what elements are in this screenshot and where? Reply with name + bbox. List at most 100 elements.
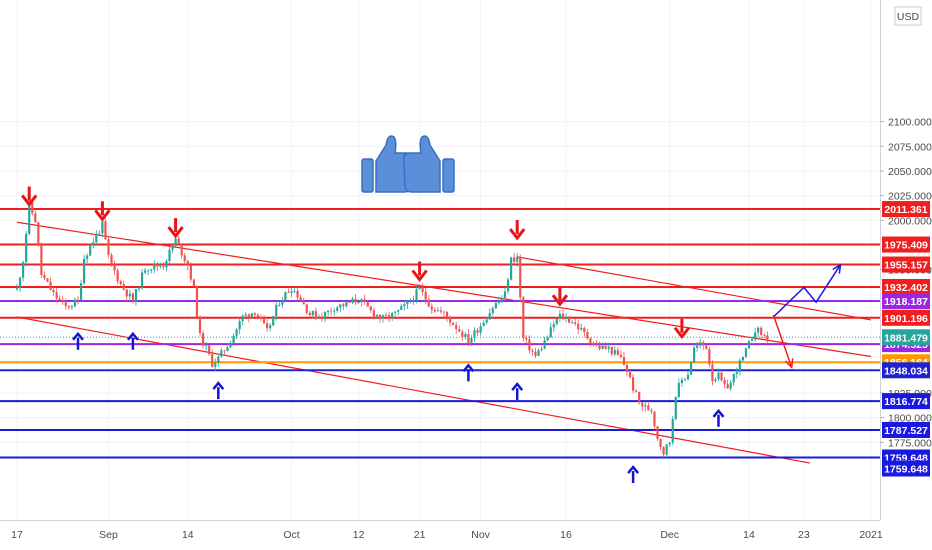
candle-body xyxy=(711,364,714,382)
price-tick-label: 2000.000 xyxy=(888,215,932,227)
candle-body xyxy=(479,326,482,333)
candle xyxy=(686,371,690,381)
candle xyxy=(241,313,244,326)
candle-body xyxy=(546,337,549,341)
level-price-label-text: 1932.402 xyxy=(884,282,928,294)
candle xyxy=(49,277,52,291)
candle xyxy=(677,378,680,399)
candle xyxy=(494,301,497,309)
candle-body xyxy=(52,290,55,293)
time-tick-label: Oct xyxy=(283,529,299,541)
time-tick-label: 12 xyxy=(353,529,365,541)
level-price-label-text: 1901.196 xyxy=(884,313,928,325)
candle-body xyxy=(449,317,452,323)
candle-body xyxy=(476,330,479,333)
candle xyxy=(750,336,754,342)
candle xyxy=(659,438,662,451)
candle-body xyxy=(766,335,769,342)
candle xyxy=(705,344,708,350)
candle-body xyxy=(140,272,144,289)
candle-body xyxy=(403,304,406,306)
level-price-label: 1901.196 xyxy=(882,309,930,326)
candle xyxy=(699,338,702,349)
candle xyxy=(625,363,629,377)
candle xyxy=(766,331,769,344)
current-price-label-bg xyxy=(882,329,930,346)
candle-body xyxy=(467,334,470,344)
candle xyxy=(314,307,317,321)
candle-body xyxy=(305,304,308,313)
candle-body xyxy=(583,327,586,333)
candle-body xyxy=(671,419,674,443)
candle-body xyxy=(177,238,180,245)
candle-body xyxy=(156,263,159,267)
sell-arrow-icon xyxy=(509,220,526,241)
candle-body xyxy=(723,380,726,385)
candle xyxy=(180,243,183,259)
candle xyxy=(732,373,735,386)
candle xyxy=(702,340,705,350)
signal-markers xyxy=(21,186,725,484)
candle xyxy=(549,322,552,338)
candle xyxy=(281,297,284,308)
candle-body xyxy=(333,310,336,312)
candle xyxy=(571,319,574,325)
candle xyxy=(165,259,168,272)
candle xyxy=(363,294,366,305)
candle-body xyxy=(693,347,696,363)
candle-body xyxy=(488,313,491,320)
candle xyxy=(73,297,77,308)
sell-arrow-icon xyxy=(551,286,569,307)
candle xyxy=(144,267,147,275)
candle-body xyxy=(308,312,311,316)
candle-body xyxy=(540,348,543,351)
candle-body xyxy=(40,245,43,276)
candle xyxy=(354,294,357,306)
candle xyxy=(644,401,647,412)
candle-body xyxy=(513,257,516,262)
candle-body xyxy=(577,323,580,330)
candle xyxy=(391,312,394,322)
candle-body xyxy=(763,335,766,336)
buy-arrow-icon xyxy=(462,363,475,382)
candle-body xyxy=(311,311,314,316)
candle xyxy=(711,360,714,386)
candle-body xyxy=(34,213,37,223)
candle-body xyxy=(433,309,436,312)
candle xyxy=(473,327,476,342)
candle xyxy=(116,268,119,285)
candle xyxy=(455,321,458,334)
projection-line xyxy=(772,264,842,318)
candle xyxy=(717,368,720,381)
candle xyxy=(43,271,46,281)
candle-body xyxy=(391,312,394,319)
candle-body xyxy=(604,345,607,349)
candle-body xyxy=(244,314,247,316)
candle-body xyxy=(61,299,64,301)
candle-body xyxy=(394,311,397,313)
candle-body xyxy=(421,287,424,292)
candle xyxy=(275,300,278,321)
candle xyxy=(134,288,138,306)
candle xyxy=(452,322,455,326)
candle xyxy=(171,244,174,254)
level-price-label: 1975.409 xyxy=(882,236,930,253)
candle-body xyxy=(696,345,699,348)
candle xyxy=(369,305,372,314)
candle xyxy=(738,358,741,376)
candle xyxy=(147,269,150,275)
candle-body xyxy=(180,244,183,256)
candle-body xyxy=(592,343,595,345)
candle-body xyxy=(330,310,333,312)
candle-body xyxy=(708,349,711,365)
sell-arrow-icon xyxy=(167,218,184,239)
candle xyxy=(592,341,595,347)
candle-body xyxy=(360,299,363,303)
price-tick-label: 2025.000 xyxy=(888,191,932,203)
candle xyxy=(131,291,134,304)
candle-body xyxy=(256,314,260,318)
candle-body xyxy=(144,270,147,273)
candle xyxy=(345,299,348,308)
candle xyxy=(348,301,351,303)
candle xyxy=(580,323,583,332)
